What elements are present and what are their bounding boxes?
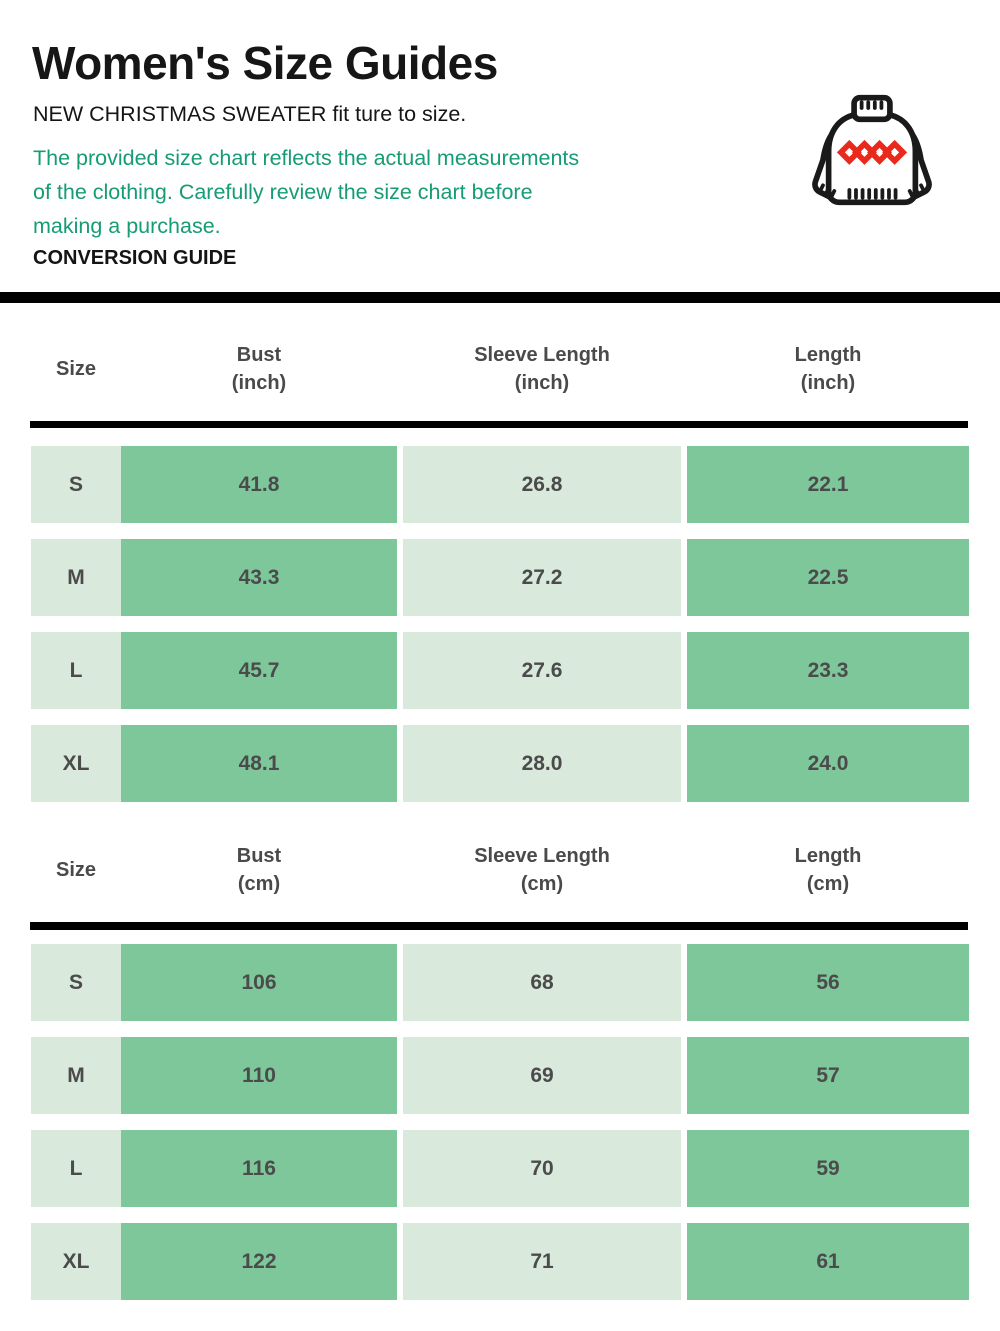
cell-sleeve: 71: [403, 1223, 681, 1300]
table-row-inch-m: M 43.3 27.2 22.5: [31, 539, 969, 616]
cell-length: 22.1: [687, 446, 969, 523]
cell-size: L: [31, 1130, 121, 1207]
cell-sleeve: 68: [403, 944, 681, 1021]
cell-sleeve: 28.0: [403, 725, 681, 802]
cell-sleeve: 27.6: [403, 632, 681, 709]
cell-sleeve: 69: [403, 1037, 681, 1114]
inch-header-sleeve-length: Sleeve Length (inch): [474, 344, 610, 394]
table-row-cm-l: L 116 70 59: [31, 1130, 969, 1207]
cell-length: 56: [687, 944, 969, 1021]
inch-table-header: Size Bust (inch) Sleeve Length (inch) Le…: [31, 332, 969, 406]
table-row-cm-m: M 110 69 57: [31, 1037, 969, 1114]
inch-header-divider: [30, 421, 968, 428]
inch-header-length: Length (inch): [794, 344, 862, 394]
cell-size: S: [31, 446, 121, 523]
cm-header-sleeve-length: Sleeve Length (cm): [474, 845, 610, 895]
cell-size: S: [31, 944, 121, 1021]
page-title: Women's Size Guides: [32, 37, 498, 89]
table-row-cm-s: S 106 68 56: [31, 944, 969, 1021]
cell-sleeve: 27.2: [403, 539, 681, 616]
christmas-sweater-icon: [806, 92, 938, 229]
cell-size: XL: [31, 725, 121, 802]
measurement-note: The provided size chart reflects the act…: [33, 141, 579, 243]
cm-header-bust: Bust (cm): [236, 845, 282, 895]
cell-bust: 122: [121, 1223, 397, 1300]
cm-table-body: S 106 68 56 M 110 69 57 L 116 70 59 XL 1…: [31, 944, 969, 1316]
cell-bust: 48.1: [121, 725, 397, 802]
cell-sleeve: 26.8: [403, 446, 681, 523]
table-row-cm-xl: XL 122 71 61: [31, 1223, 969, 1300]
cell-length: 22.5: [687, 539, 969, 616]
table-row-inch-xl: XL 48.1 28.0 24.0: [31, 725, 969, 802]
table-row-inch-l: L 45.7 27.6 23.3: [31, 632, 969, 709]
cell-bust: 116: [121, 1130, 397, 1207]
top-divider: [0, 292, 1000, 303]
cell-size: M: [31, 1037, 121, 1114]
cell-bust: 43.3: [121, 539, 397, 616]
cell-length: 59: [687, 1130, 969, 1207]
measurement-note-line-2: of the clothing. Carefully review the si…: [33, 180, 533, 204]
cm-table-header: Size Bust (cm) Sleeve Length (cm) Length…: [31, 833, 969, 907]
cell-length: 23.3: [687, 632, 969, 709]
measurement-note-line-3: making a purchase.: [33, 214, 221, 238]
cell-bust: 41.8: [121, 446, 397, 523]
table-row-inch-s: S 41.8 26.8 22.1: [31, 446, 969, 523]
cell-length: 61: [687, 1223, 969, 1300]
inch-header-size: Size: [55, 358, 97, 380]
cell-bust: 45.7: [121, 632, 397, 709]
fit-note: NEW CHRISTMAS SWEATER fit ture to size.: [33, 102, 467, 126]
inch-header-bust: Bust (inch): [231, 344, 287, 394]
cm-header-length: Length (cm): [794, 845, 862, 895]
inch-table-body: S 41.8 26.8 22.1 M 43.3 27.2 22.5 L 45.7…: [31, 446, 969, 818]
cell-size: L: [31, 632, 121, 709]
measurement-note-line-1: The provided size chart reflects the act…: [33, 146, 580, 170]
cell-size: M: [31, 539, 121, 616]
diamond-pattern: [836, 139, 908, 165]
cell-sleeve: 70: [403, 1130, 681, 1207]
cell-size: XL: [31, 1223, 121, 1300]
conversion-guide-label: CONVERSION GUIDE: [33, 247, 237, 269]
cell-bust: 110: [121, 1037, 397, 1114]
cm-header-size: Size: [55, 859, 97, 881]
cell-bust: 106: [121, 944, 397, 1021]
cm-header-divider: [30, 922, 968, 930]
cell-length: 57: [687, 1037, 969, 1114]
cell-length: 24.0: [687, 725, 969, 802]
